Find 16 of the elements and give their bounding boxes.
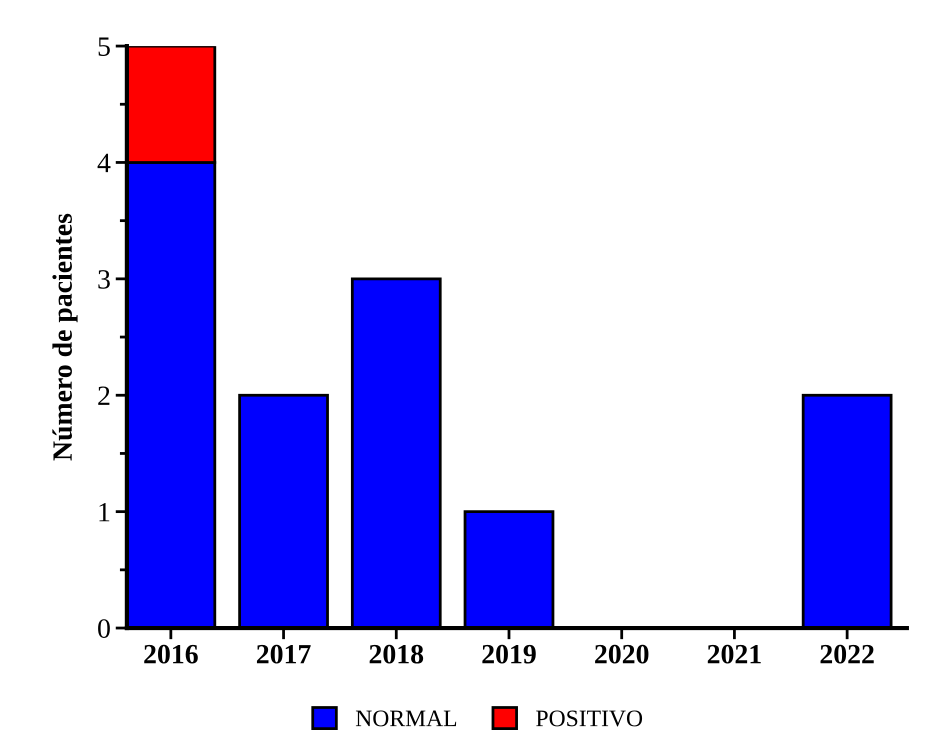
- x-tick-label: 2017: [256, 644, 311, 664]
- y-tick-label: 3: [98, 270, 110, 289]
- x-tick-label: 2021: [708, 644, 761, 664]
- x-tick-label: 2020: [595, 644, 648, 664]
- legend-label: POSITIVO: [536, 710, 642, 726]
- y-tick-label: 5: [98, 38, 110, 56]
- y-tick-label: 0: [98, 619, 110, 638]
- legend-label: NORMAL: [356, 710, 456, 726]
- y-tick-label: 2: [98, 386, 110, 405]
- y-tick-label: 1: [99, 502, 110, 522]
- y-axis-title: Número de pacientes: [52, 214, 78, 460]
- x-tick-label: 2016: [144, 644, 198, 664]
- x-tick-label: 2022: [820, 644, 874, 664]
- x-tick-label: 2018: [370, 644, 424, 664]
- x-tick-label: 2019: [482, 644, 536, 664]
- y-tick-label: 4: [98, 154, 110, 172]
